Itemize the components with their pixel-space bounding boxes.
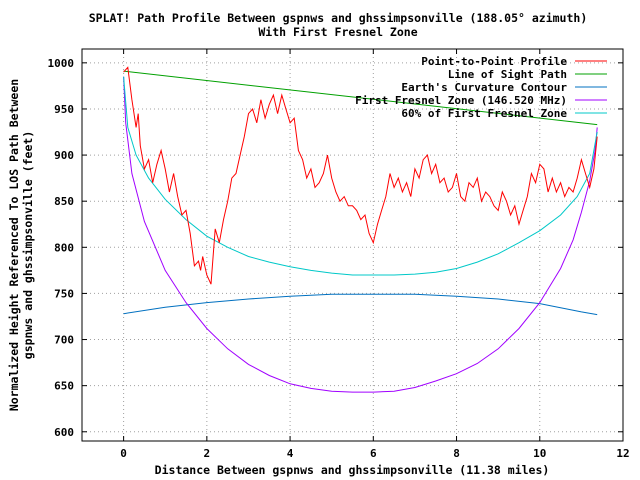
y-tick-label: 700 xyxy=(54,334,74,347)
first-fresnel-zone-146-520-mhz-line xyxy=(123,76,598,393)
x-tick-label: 0 xyxy=(120,447,127,460)
chart-title-line-2: With First Fresnel Zone xyxy=(258,25,417,39)
x-tick-label: 6 xyxy=(370,447,377,460)
x-tick-label: 4 xyxy=(287,447,294,460)
point-to-point-profile-line xyxy=(123,66,598,285)
y-axis-label: Normalized Height Referenced To LOS Path… xyxy=(7,79,35,411)
chart-title-line-1: SPLAT! Path Profile Between gspnws and g… xyxy=(89,11,588,25)
y-tick-label: 650 xyxy=(54,380,74,393)
earth-s-curvature-contour-line xyxy=(123,293,598,316)
y-tick-label: 950 xyxy=(54,103,74,116)
x-axis-label: Distance Between gspnws and ghssimpsonvi… xyxy=(155,463,550,477)
series-lines xyxy=(123,66,598,393)
y-tick-label: 1000 xyxy=(48,57,75,70)
legend-label-60-of-first-fresnel-zone: 60% of First Fresnel Zone xyxy=(401,107,567,120)
y-axis-label-line-2: gspnws and ghssimpsonville (feet) xyxy=(21,131,35,359)
legend-label-earth-s-curvature-contour: Earth's Curvature Contour xyxy=(401,81,567,94)
legend-label-first-fresnel-zone-146-520-mhz: First Fresnel Zone (146.520 MHz) xyxy=(355,94,567,107)
axis-ticks: 0 2 4 6 8 10 12 600 650 700 750 800 850 900 950 1000 xyxy=(48,49,630,460)
y-tick-label: 800 xyxy=(54,241,74,254)
60-of-first-fresnel-zone-line xyxy=(123,76,598,276)
x-tick-label: 12 xyxy=(616,447,629,460)
y-tick-label: 850 xyxy=(54,195,74,208)
plot-border xyxy=(81,48,624,442)
x-tick-label: 2 xyxy=(204,447,211,460)
y-tick-label: 900 xyxy=(54,149,74,162)
x-tick-label: 10 xyxy=(533,447,546,460)
y-tick-label: 600 xyxy=(54,426,74,439)
legend-label-point-to-point-profile: Point-to-Point Profile xyxy=(421,55,567,68)
line-of-sight-path-line xyxy=(123,70,598,126)
y-axis-label-line-1: Normalized Height Referenced To LOS Path… xyxy=(7,79,21,411)
x-tick-label: 8 xyxy=(453,447,460,460)
y-tick-label: 750 xyxy=(54,287,74,300)
legend-label-line-of-sight-path: Line of Sight Path xyxy=(448,68,567,81)
